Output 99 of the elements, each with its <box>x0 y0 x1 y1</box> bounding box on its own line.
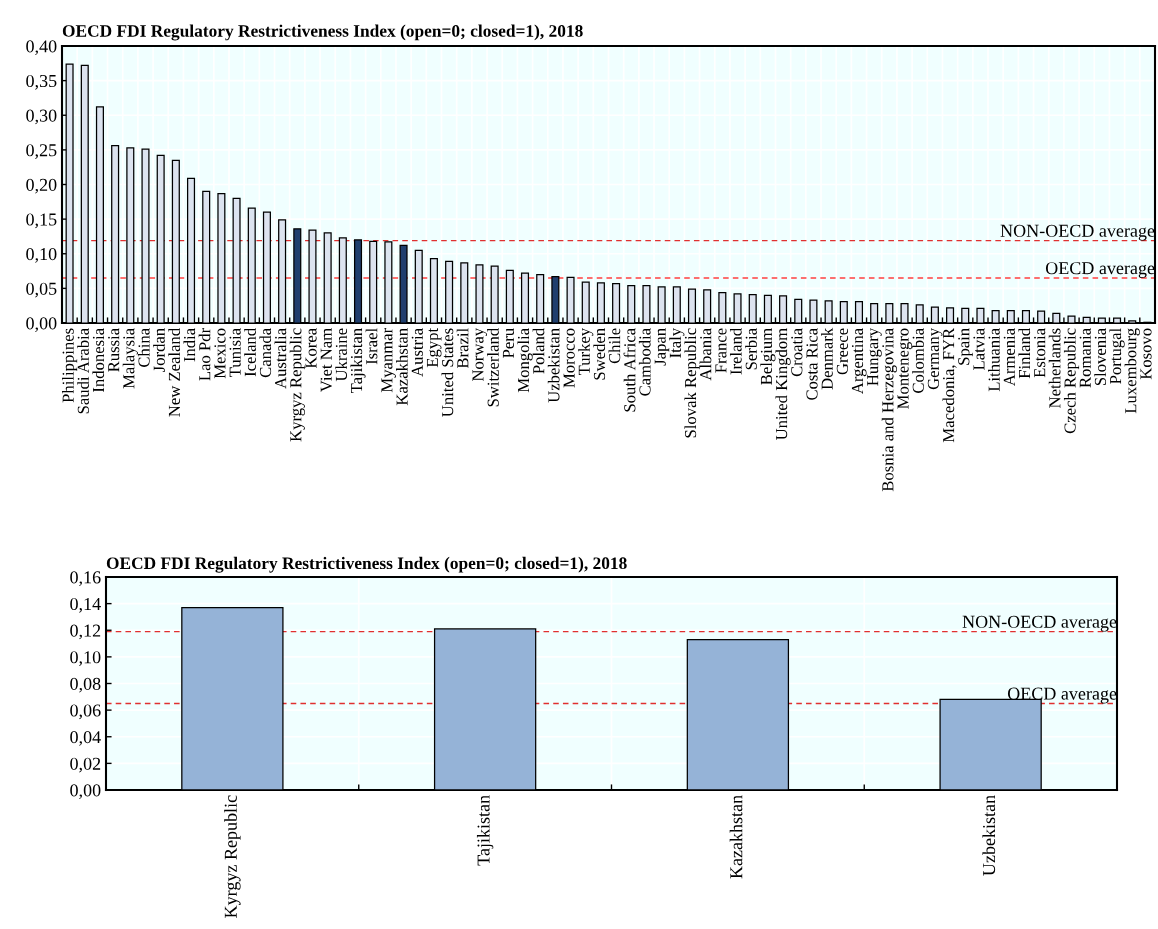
x-tick-label: Greece <box>836 328 848 375</box>
chart-title: OECD FDI Regulatory Restrictiveness Index (open=0; closed=1), 2018 <box>106 556 627 573</box>
ref-line-label: OECD average <box>1045 262 1155 278</box>
x-tick-label: Italy <box>669 327 685 358</box>
x-tick-label: United Kingdom <box>775 328 791 440</box>
x-tick-label: Armenia <box>1003 328 1015 387</box>
x-tick-label: China <box>137 328 150 367</box>
x-tick-label: France <box>715 328 727 373</box>
x-tick-label: Viet Nam <box>320 328 332 392</box>
x-tick-label: Uzbekistan <box>547 328 560 403</box>
y-tick-label: 0,00 <box>70 784 101 800</box>
x-tick-label: Austria <box>411 328 423 377</box>
x-tick-label: Chile <box>608 328 621 364</box>
x-tick-label: Indonesia <box>92 328 105 393</box>
x-tick-label: Canada <box>259 328 272 378</box>
y-tick-label: 0,16 <box>70 571 101 587</box>
y-tick-label: 0,25 <box>26 144 57 159</box>
x-tick-label: Albania <box>699 328 712 381</box>
y-tick-label: 0,05 <box>26 282 57 298</box>
x-tick-label: Myanmar <box>381 328 396 393</box>
x-tick-label: Latvia <box>973 328 985 370</box>
y-tick-label: 0,20 <box>26 178 57 194</box>
x-tick-label: Bosnia and Herzegovina <box>881 328 897 492</box>
x-tick-label: Costa Rica <box>806 328 818 400</box>
x-tick-label: Israel <box>365 328 378 365</box>
x-tick-label: Croatia <box>791 328 803 377</box>
x-tick-label: Philippines <box>62 328 78 403</box>
x-tick-label: Uzbekistan <box>982 795 996 876</box>
x-tick-label: Lao Pdr <box>198 328 211 381</box>
x-tick-label: Ireland <box>729 328 742 375</box>
ref-line-label: NON-OECD average <box>962 615 1117 632</box>
x-tick-label: Argentina <box>851 328 867 395</box>
y-tick-label: 0,10 <box>26 248 57 263</box>
x-tick-label: Poland <box>532 328 545 374</box>
y-tick-label: 0,30 <box>26 109 57 125</box>
x-tick-label: Finland <box>1018 328 1031 379</box>
y-tick-label: 0,15 <box>26 213 57 229</box>
x-tick-label: Serbia <box>745 328 757 370</box>
y-tick-label: 0,08 <box>70 677 101 693</box>
x-tick-label: Slovenia <box>1094 328 1107 386</box>
x-tick-label: Japan <box>654 328 670 366</box>
x-tick-label: Egypt <box>426 327 442 368</box>
x-tick-label: Kyrgyz Republic <box>224 795 241 918</box>
x-tick-label: Morocco <box>563 328 575 388</box>
x-tick-label: Korea <box>305 328 317 369</box>
y-tick-label: 0,14 <box>70 597 101 613</box>
x-tick-label: Saudi Arabia <box>77 328 89 414</box>
y-tick-label: 0,12 <box>70 624 101 640</box>
x-tick-label: Tunisia <box>229 328 241 377</box>
x-tick-label: Iceland <box>244 328 256 377</box>
x-tick-label: Kyrgyz Republic <box>289 328 305 442</box>
x-tick-label: Jordan <box>153 328 165 372</box>
x-tick-label: Sweden <box>593 328 606 380</box>
x-tick-label: Luxembourg <box>1124 328 1140 414</box>
x-tick-label: Australia <box>274 328 287 389</box>
x-tick-label: Romania <box>1079 328 1091 388</box>
x-tick-label: India <box>183 328 196 362</box>
x-tick-label: Cambodia <box>638 328 651 396</box>
x-tick-label: Czech Republic <box>1063 328 1080 434</box>
x-tick-label: Germany <box>927 327 943 390</box>
x-tick-label: Montenegro <box>897 328 913 409</box>
x-tick-label: Kosovo <box>1140 328 1152 380</box>
x-tick-label: South Africa <box>623 328 636 412</box>
x-tick-label: Tajikistan <box>350 328 366 394</box>
x-tick-label: Netherlands <box>1048 328 1061 408</box>
x-tick-label: Estonia <box>1034 328 1046 378</box>
y-tick-label: 0,04 <box>70 731 101 746</box>
chart-title: OECD FDI Regulatory Restrictiveness Index (open=0; closed=1), 2018 <box>62 24 583 41</box>
x-tick-label: New Zealand <box>168 328 181 417</box>
x-tick-label: Portugal <box>1109 328 1125 384</box>
x-tick-label: Mexico <box>214 328 226 379</box>
x-tick-label: Ukraine <box>335 328 348 382</box>
x-tick-label: Peru <box>502 328 514 358</box>
x-tick-label: Slovak Republic <box>684 328 700 438</box>
x-tick-label: Spain <box>958 328 973 365</box>
y-tick-label: 0,06 <box>70 704 101 720</box>
x-tick-label: Kazakhstan <box>729 795 743 879</box>
x-tick-label: Colombia <box>912 328 924 393</box>
x-tick-label: Kazakhstan <box>396 328 408 406</box>
x-tick-label: Lithuania <box>988 328 1000 392</box>
x-tick-label: Russia <box>108 328 120 372</box>
y-tick-label: 0,02 <box>70 757 101 773</box>
x-tick-label: United States <box>441 328 454 417</box>
x-tick-label: Malaysia <box>122 328 138 389</box>
ref-line-label: NON-OECD average <box>1000 224 1155 241</box>
y-tick-label: 0,35 <box>26 74 57 90</box>
x-tick-label: Turkey <box>578 327 594 376</box>
x-tick-label: Mongolia <box>517 328 533 393</box>
y-tick-label: 0,40 <box>26 40 57 56</box>
x-tick-label: Belgium <box>760 328 776 385</box>
x-tick-label: Hungary <box>867 327 882 386</box>
x-tick-label: Brazil <box>456 328 469 369</box>
x-tick-label: Norway <box>472 327 488 382</box>
x-tick-label: Macedonia, FYR <box>942 327 957 443</box>
x-tick-label: Switzerland <box>487 328 499 407</box>
y-tick-label: 0,10 <box>70 651 101 666</box>
y-tick-label: 0,00 <box>26 317 57 333</box>
x-tick-label: Tajikistan <box>476 795 494 866</box>
x-tick-label: Denmark <box>821 327 833 390</box>
